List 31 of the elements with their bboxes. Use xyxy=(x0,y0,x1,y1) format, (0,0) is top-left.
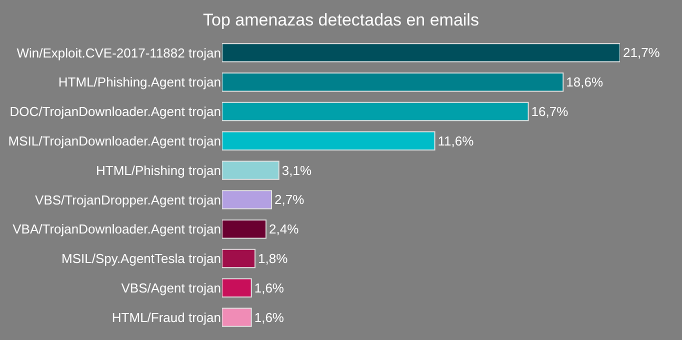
data-label: 21,7% xyxy=(623,45,660,60)
bar xyxy=(222,102,529,122)
y-tick-label: HTML/Phishing trojan xyxy=(96,162,221,178)
data-label: 2,4% xyxy=(269,222,300,237)
data-label: 1,6% xyxy=(254,280,284,296)
y-tick-label: VBS/TrojanDropper.Agent trojan xyxy=(35,192,221,208)
bar xyxy=(222,308,252,327)
y-tick-label: Win/Exploit.CVE-2017-11882 trojan xyxy=(16,45,221,60)
data-label: 1,8% xyxy=(258,251,288,266)
chart-title: Top amenazas detectadas en emails xyxy=(203,10,479,30)
bar xyxy=(222,248,256,268)
bar xyxy=(222,160,280,180)
data-label: 2,7% xyxy=(274,192,305,208)
data-label: 1,6% xyxy=(254,310,284,325)
bar xyxy=(222,278,252,298)
y-tick-label: VBS/Agent trojan xyxy=(121,280,221,296)
y-tick-label: VBA/TrojanDownloader.Agent trojan xyxy=(12,222,221,237)
data-label: 3,1% xyxy=(282,162,312,178)
y-tick-label: HTML/Fraud trojan xyxy=(112,310,221,325)
bar xyxy=(222,219,267,239)
bar xyxy=(222,43,620,62)
y-tick-label: DOC/TrojanDownloader.Agent trojan xyxy=(10,104,221,120)
y-tick-label: HTML/Phishing.Agent trojan xyxy=(58,74,221,90)
bar xyxy=(222,190,272,210)
y-tick-label: MSIL/TrojanDownloader.Agent trojan xyxy=(8,133,221,148)
data-label: 18,6% xyxy=(566,74,604,90)
data-label: 16,7% xyxy=(531,104,569,119)
bar xyxy=(222,131,436,151)
bar xyxy=(222,72,564,92)
data-label: 11,6% xyxy=(438,133,474,148)
y-tick-label: MSIL/Spy.AgentTesla trojan xyxy=(62,251,221,266)
